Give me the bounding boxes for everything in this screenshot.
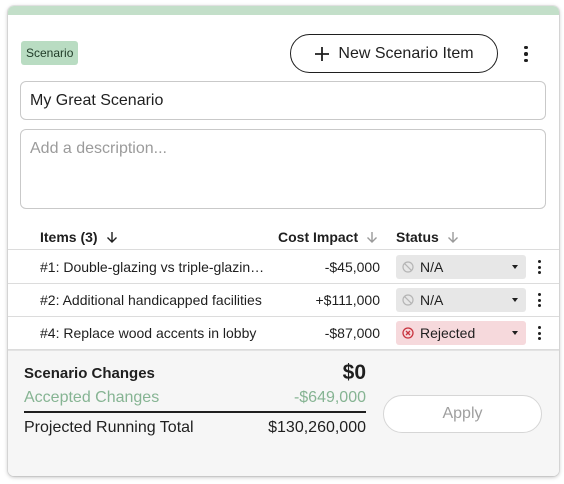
accepted-changes-label: Accepted Changes [24, 389, 160, 406]
summary-panel: Scenario Changes $0 Accepted Changes -$6… [8, 350, 559, 476]
new-scenario-item-label: New Scenario Item [338, 44, 474, 62]
status-label: N/A [420, 292, 444, 308]
scenario-name-input[interactable] [20, 81, 546, 120]
item-name: #4: Replace wood accents in lobby [40, 325, 257, 341]
status-label: N/A [420, 259, 444, 275]
more-options-icon[interactable] [518, 43, 534, 65]
sort-arrow-down-icon [106, 231, 117, 243]
projected-total-label: Projected Running Total [24, 419, 194, 436]
sort-arrow-down-icon [447, 231, 458, 243]
cost-impact: -$45,000 [324, 259, 380, 275]
table-row[interactable]: #1: Double-glazing vs triple-glazing win… [8, 251, 559, 284]
scenario-changes-total: $0 [342, 361, 366, 384]
cost-impact: +$111,000 [315, 292, 381, 308]
new-scenario-item-button[interactable]: New Scenario Item [290, 34, 498, 73]
row-more-options-icon[interactable] [534, 324, 544, 342]
item-name: #1: Double-glazing vs triple-glazing win… [40, 259, 265, 275]
item-name: #2: Additional handicapped facilities [40, 292, 262, 308]
x-circle-icon [402, 327, 414, 339]
status-dropdown[interactable]: Rejected [396, 321, 526, 345]
row-more-options-icon[interactable] [534, 291, 544, 309]
status-dropdown[interactable]: N/A [396, 255, 526, 279]
accent-bar [8, 6, 559, 15]
apply-button[interactable]: Apply [383, 395, 542, 433]
divider [24, 411, 366, 413]
caret-down-icon [512, 265, 518, 269]
projected-total-value: $130,260,000 [268, 419, 366, 436]
status-dropdown[interactable]: N/A [396, 288, 526, 312]
table-row[interactable]: #2: Additional handicapped facilities +$… [8, 284, 559, 317]
column-header-status[interactable]: Status [396, 229, 459, 245]
column-header-items[interactable]: Items (3) [40, 229, 118, 245]
status-label: Rejected [420, 325, 476, 341]
column-header-items-label: Items (3) [40, 229, 98, 245]
description-input[interactable] [20, 129, 546, 209]
row-more-options-icon[interactable] [534, 258, 544, 276]
plus-icon [315, 46, 330, 61]
ban-icon [402, 294, 414, 306]
cost-impact: -$87,000 [324, 325, 380, 341]
column-header-status-label: Status [396, 229, 439, 245]
table-header: Items (3) Cost Impact Status [8, 226, 559, 250]
accepted-changes-value: -$649,000 [293, 389, 366, 406]
column-header-cost-label: Cost Impact [278, 229, 359, 245]
scenario-changes-title: Scenario Changes [24, 365, 155, 382]
scenario-card: Scenario New Scenario Item Items (3) Cos… [8, 6, 559, 476]
ban-icon [402, 261, 414, 273]
column-header-cost[interactable]: Cost Impact [278, 229, 378, 245]
table-row[interactable]: #4: Replace wood accents in lobby -$87,0… [8, 317, 559, 350]
sort-arrow-down-icon [367, 231, 378, 243]
caret-down-icon [512, 298, 518, 302]
caret-down-icon [512, 331, 518, 335]
scenario-tag: Scenario [21, 41, 79, 65]
